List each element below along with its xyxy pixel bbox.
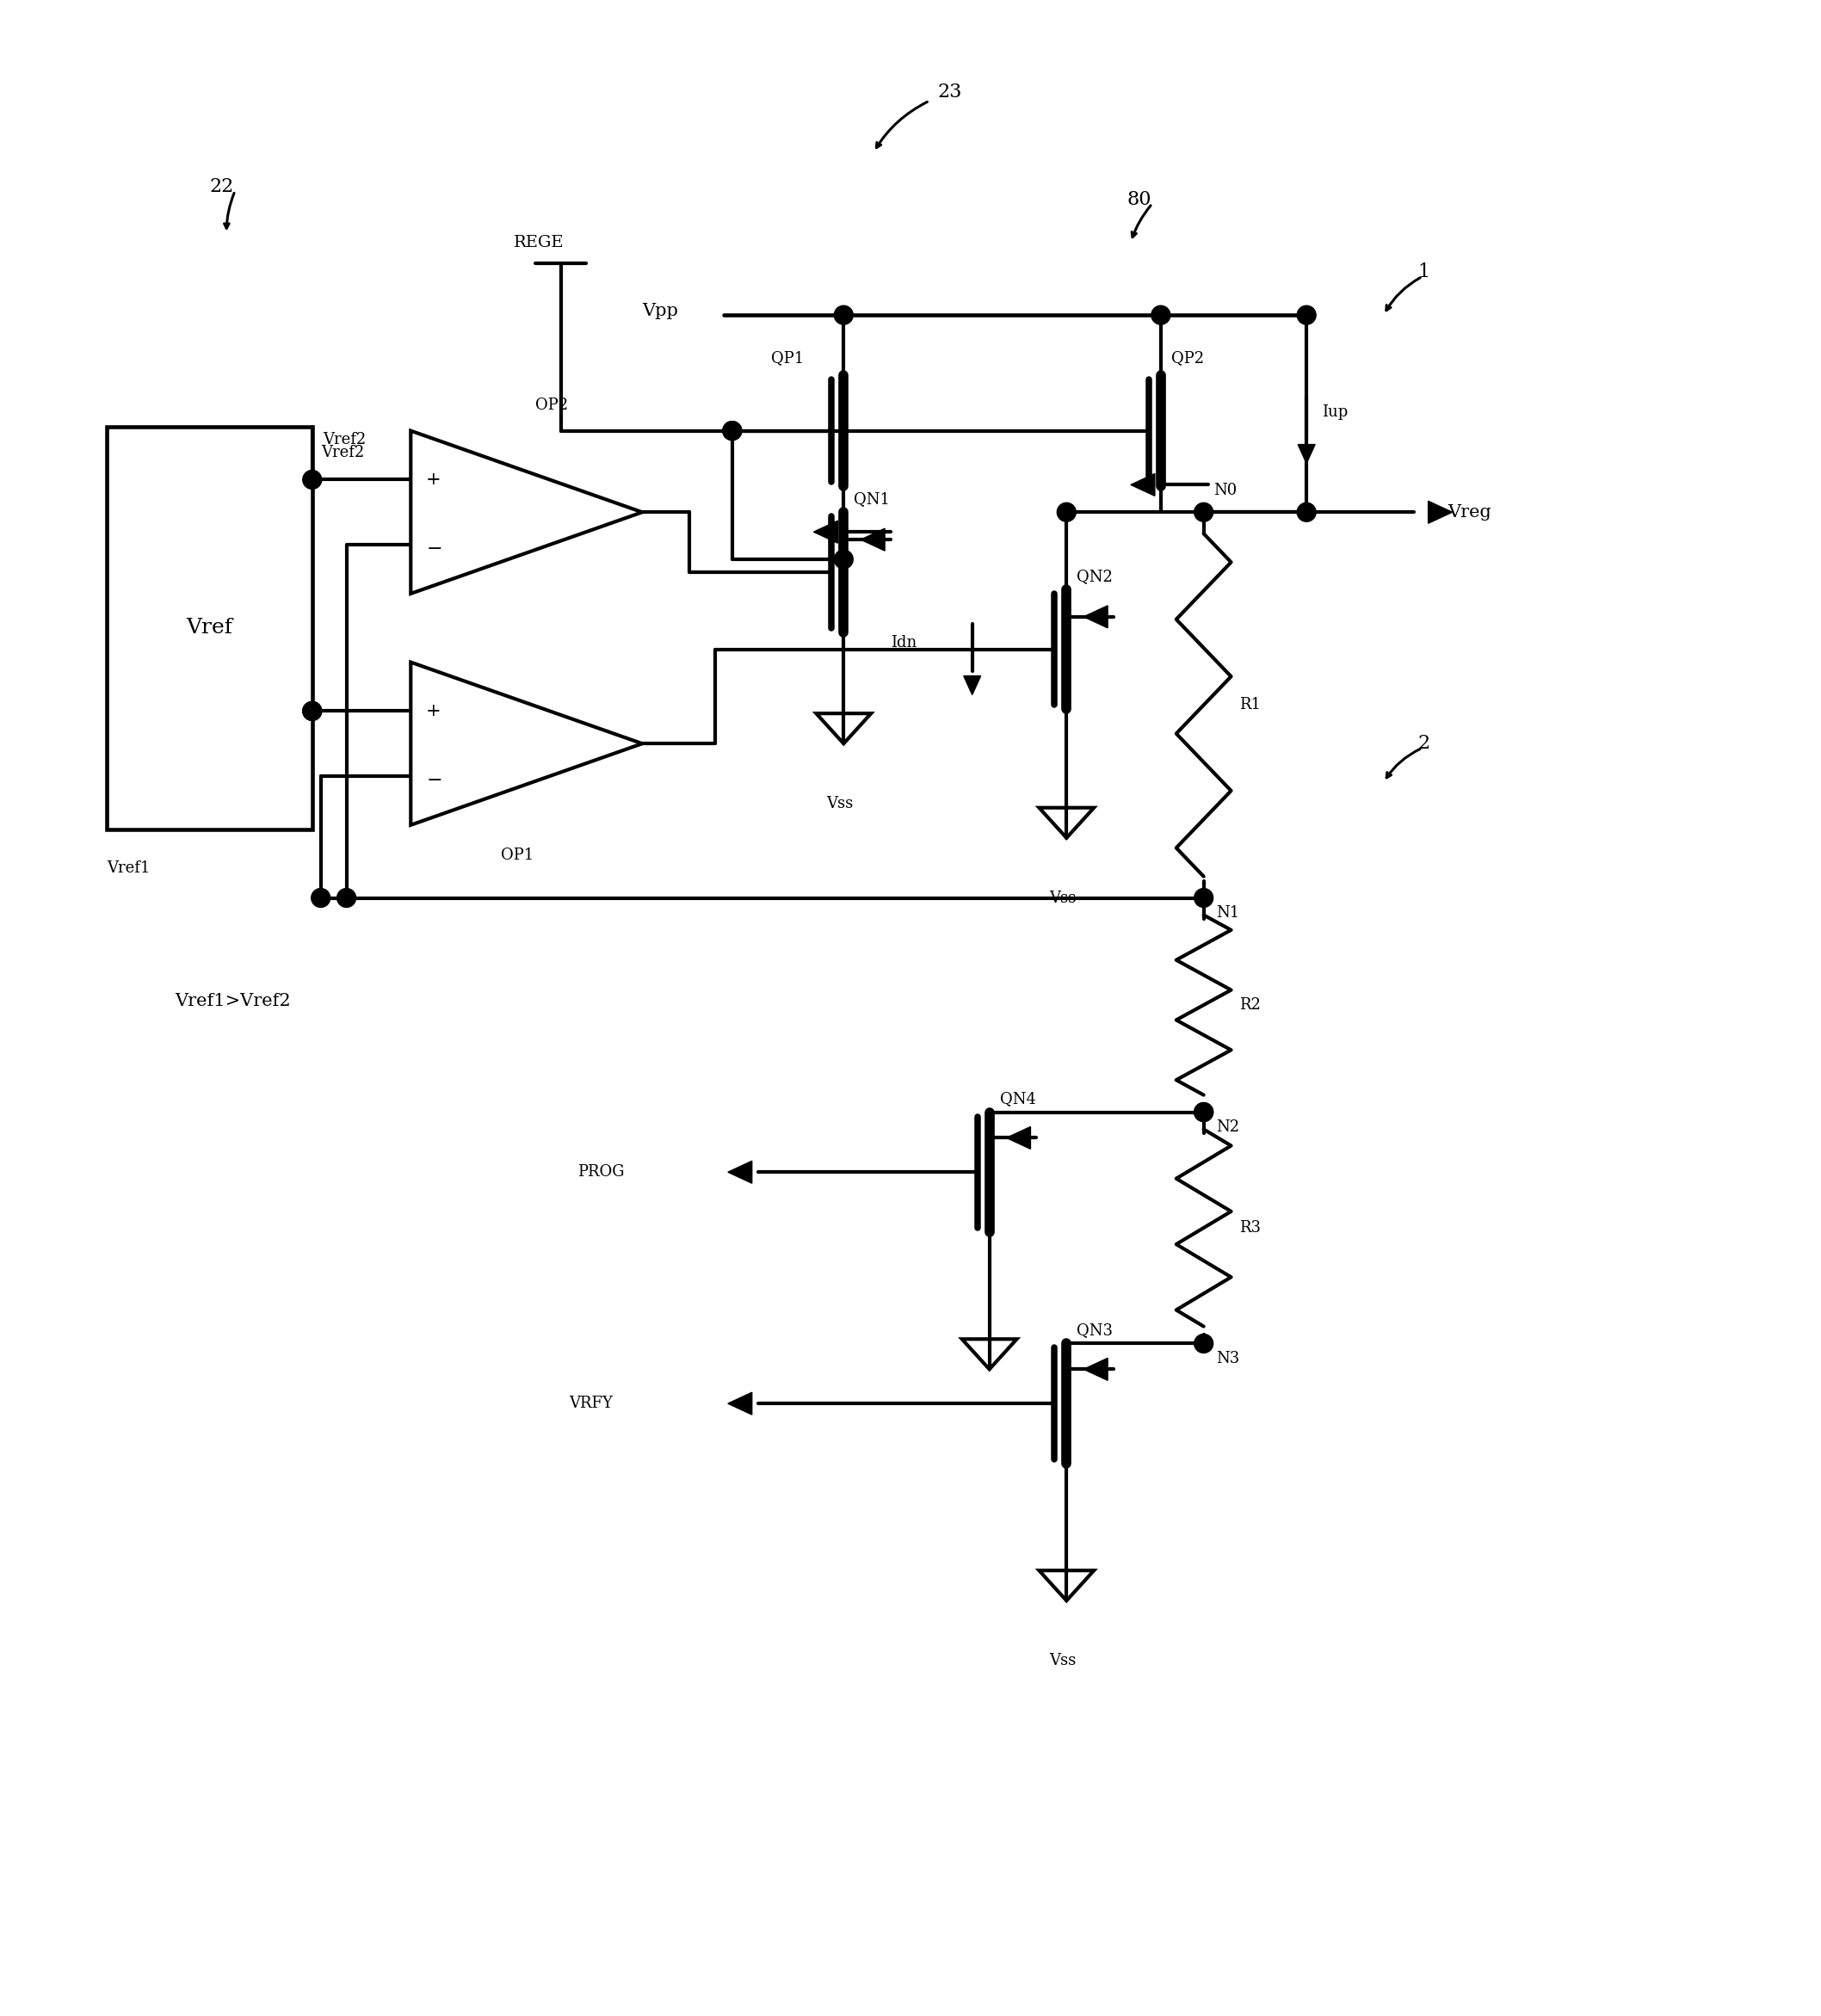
Text: Vref1: Vref1 [106, 861, 149, 875]
Text: QN2: QN2 [1076, 569, 1113, 585]
Text: −: − [426, 540, 443, 558]
Text: QN1: QN1 [854, 492, 890, 508]
Text: R3: R3 [1240, 1220, 1262, 1236]
Text: N0: N0 [1215, 484, 1238, 498]
Circle shape [337, 889, 355, 907]
Text: Vref2: Vref2 [320, 444, 364, 460]
Text: 1: 1 [1419, 262, 1429, 282]
Text: 2: 2 [1419, 734, 1429, 754]
Text: −: − [426, 770, 443, 790]
Circle shape [834, 550, 852, 569]
Text: Vss: Vss [1049, 1653, 1076, 1669]
Text: N3: N3 [1216, 1351, 1240, 1367]
Text: Iup: Iup [1322, 403, 1348, 419]
Text: Vss: Vss [1049, 891, 1076, 905]
Text: Vss: Vss [827, 796, 852, 810]
Circle shape [302, 702, 322, 720]
Text: VRFY: VRFY [570, 1395, 614, 1411]
Circle shape [311, 889, 330, 907]
Circle shape [1056, 502, 1076, 522]
Text: QP2: QP2 [1171, 351, 1204, 365]
Text: QP1: QP1 [770, 351, 803, 365]
Polygon shape [728, 1393, 752, 1415]
Text: Vref1>Vref2: Vref1>Vref2 [175, 992, 291, 1008]
Polygon shape [1083, 605, 1107, 627]
Polygon shape [861, 528, 885, 550]
Polygon shape [814, 520, 838, 542]
Text: +: + [426, 704, 441, 720]
Circle shape [1195, 502, 1213, 522]
Circle shape [1195, 1103, 1213, 1121]
Text: N2: N2 [1216, 1119, 1240, 1135]
Polygon shape [1131, 474, 1155, 496]
Circle shape [1297, 306, 1317, 325]
Text: OP1: OP1 [501, 847, 534, 863]
Polygon shape [963, 675, 982, 696]
Polygon shape [1428, 502, 1453, 524]
Text: QN3: QN3 [1076, 1322, 1113, 1339]
Text: N1: N1 [1216, 905, 1240, 921]
Text: R1: R1 [1240, 698, 1262, 714]
Polygon shape [728, 1161, 752, 1183]
Text: Idn: Idn [890, 635, 916, 651]
Text: Vref2: Vref2 [322, 431, 366, 448]
Circle shape [834, 306, 852, 325]
Circle shape [1151, 306, 1171, 325]
Circle shape [1195, 889, 1213, 907]
Circle shape [723, 421, 741, 439]
Text: +: + [426, 472, 441, 488]
Text: R2: R2 [1240, 998, 1262, 1012]
Text: Vpp: Vpp [643, 302, 677, 319]
Text: OP2: OP2 [535, 397, 568, 413]
Text: PROG: PROG [577, 1165, 625, 1179]
Circle shape [1195, 1335, 1213, 1353]
Bar [106, 427, 311, 829]
Circle shape [302, 470, 322, 490]
Text: QN4: QN4 [1000, 1091, 1036, 1107]
Text: 80: 80 [1127, 190, 1151, 210]
Text: REGE: REGE [514, 234, 565, 250]
Polygon shape [1298, 444, 1315, 464]
Polygon shape [1083, 1359, 1107, 1381]
Text: Vreg: Vreg [1448, 504, 1491, 520]
Text: 23: 23 [938, 83, 961, 101]
Circle shape [723, 421, 741, 439]
Circle shape [1297, 502, 1317, 522]
Text: 22: 22 [209, 177, 233, 196]
Text: Vref: Vref [186, 619, 233, 637]
Polygon shape [1007, 1127, 1031, 1149]
Circle shape [1195, 1103, 1213, 1121]
Circle shape [302, 702, 322, 720]
